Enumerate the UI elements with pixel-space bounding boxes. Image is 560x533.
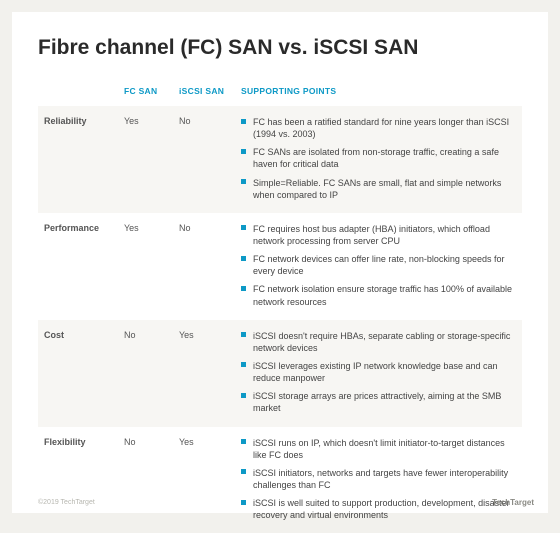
table-row: Flexibility No Yes iSCSI runs on IP, whi…: [38, 427, 522, 533]
row-points: iSCSI runs on IP, which doesn't limit in…: [235, 427, 522, 533]
row-iscsi: No: [173, 106, 235, 213]
point-item: FC network devices can offer line rate, …: [241, 253, 516, 277]
row-fc: Yes: [118, 213, 173, 320]
row-category: Performance: [38, 213, 118, 320]
row-iscsi: Yes: [173, 320, 235, 427]
col-fc: FC SAN: [118, 80, 173, 106]
point-item: iSCSI storage arrays are prices attracti…: [241, 390, 516, 414]
row-category: Cost: [38, 320, 118, 427]
brand-text: TechTarget: [492, 498, 534, 507]
point-item: iSCSI leverages existing IP network know…: [241, 360, 516, 384]
point-item: FC network isolation ensure storage traf…: [241, 283, 516, 307]
row-points: FC has been a ratified standard for nine…: [235, 106, 522, 213]
point-item: iSCSI initiators, networks and targets h…: [241, 467, 516, 491]
col-points: SUPPORTING POINTS: [235, 80, 522, 106]
point-item: iSCSI runs on IP, which doesn't limit in…: [241, 437, 516, 461]
table-row: Reliability Yes No FC has been a ratifie…: [38, 106, 522, 213]
header-row: FC SAN iSCSI SAN SUPPORTING POINTS: [38, 80, 522, 106]
table-row: Performance Yes No FC requires host bus …: [38, 213, 522, 320]
table-row: Cost No Yes iSCSI doesn't require HBAs, …: [38, 320, 522, 427]
comparison-card: Fibre channel (FC) SAN vs. iSCSI SAN FC …: [12, 12, 548, 513]
col-category: [38, 80, 118, 106]
row-fc: No: [118, 427, 173, 533]
footer: ©2019 TechTarget TechTarget: [38, 498, 534, 507]
row-category: Reliability: [38, 106, 118, 213]
copyright-text: ©2019 TechTarget: [38, 499, 95, 506]
page-title: Fibre channel (FC) SAN vs. iSCSI SAN: [38, 36, 522, 60]
row-fc: Yes: [118, 106, 173, 213]
row-points: iSCSI doesn't require HBAs, separate cab…: [235, 320, 522, 427]
comparison-table: FC SAN iSCSI SAN SUPPORTING POINTS Relia…: [38, 80, 522, 533]
point-item: iSCSI doesn't require HBAs, separate cab…: [241, 330, 516, 354]
row-points: FC requires host bus adapter (HBA) initi…: [235, 213, 522, 320]
col-iscsi: iSCSI SAN: [173, 80, 235, 106]
point-item: Simple=Reliable. FC SANs are small, flat…: [241, 177, 516, 201]
row-iscsi: Yes: [173, 427, 235, 533]
row-fc: No: [118, 320, 173, 427]
point-item: FC SANs are isolated from non-storage tr…: [241, 146, 516, 170]
row-iscsi: No: [173, 213, 235, 320]
row-category: Flexibility: [38, 427, 118, 533]
point-item: FC has been a ratified standard for nine…: [241, 116, 516, 140]
point-item: FC requires host bus adapter (HBA) initi…: [241, 223, 516, 247]
